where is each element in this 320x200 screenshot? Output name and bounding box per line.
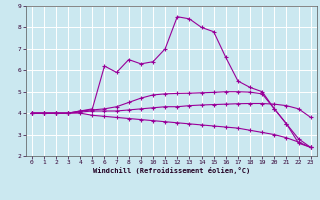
X-axis label: Windchill (Refroidissement éolien,°C): Windchill (Refroidissement éolien,°C) — [92, 167, 250, 174]
